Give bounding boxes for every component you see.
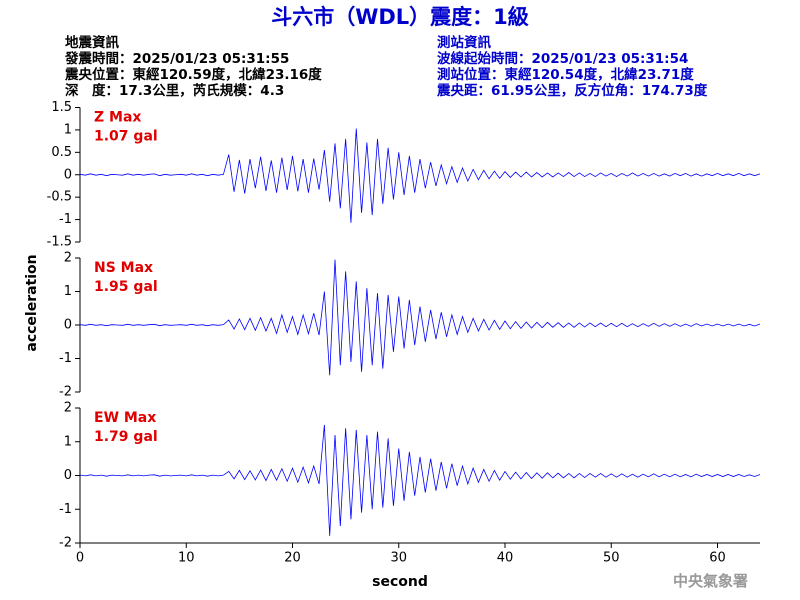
y-tick-label: 0 bbox=[64, 167, 72, 182]
info-left: 深 度：17.3公里，芮氏規模：4.3 bbox=[65, 82, 284, 99]
info-right: 測站位置：東經120.54度，北緯23.71度 bbox=[437, 66, 694, 83]
info-left: 震央位置：東經120.59度，北緯23.16度 bbox=[64, 66, 322, 83]
y-tick-label: 2 bbox=[64, 251, 72, 266]
y-tick-label: -2 bbox=[59, 536, 72, 551]
x-tick-label: 50 bbox=[603, 551, 620, 566]
x-tick-label: 30 bbox=[390, 551, 407, 566]
y-tick-label: 1 bbox=[64, 122, 72, 137]
y-tick-label: -1 bbox=[59, 502, 72, 517]
waveform bbox=[79, 128, 761, 223]
y-tick-label: 1 bbox=[64, 434, 72, 449]
y-tick-label: 0 bbox=[64, 318, 72, 333]
x-tick-label: 40 bbox=[497, 551, 514, 566]
y-axis-label: acceleration bbox=[24, 254, 40, 351]
legend-label: EW Max bbox=[94, 410, 156, 426]
x-tick-label: 10 bbox=[178, 551, 195, 566]
y-tick-label: -1 bbox=[59, 212, 72, 227]
info-right: 測站資訊 bbox=[437, 34, 491, 51]
y-tick-label: 0.5 bbox=[51, 145, 72, 160]
legend-label: NS Max bbox=[94, 260, 153, 276]
footer: 中央氣象署 bbox=[673, 572, 748, 590]
x-tick-label: 0 bbox=[76, 551, 84, 566]
y-tick-label: 0 bbox=[64, 468, 72, 483]
max-annotation: 1.95 gal bbox=[94, 279, 158, 295]
waveform bbox=[79, 259, 761, 376]
y-tick-label: 1 bbox=[64, 284, 72, 299]
x-tick-label: 60 bbox=[709, 551, 726, 566]
y-tick-label: -1 bbox=[59, 351, 72, 366]
x-tick-label: 20 bbox=[284, 551, 301, 566]
info-right: 震央距：61.95公里，反方位角：174.73度 bbox=[436, 82, 708, 99]
legend-label: Z Max bbox=[94, 110, 141, 126]
max-annotation: 1.07 gal bbox=[94, 129, 158, 145]
max-annotation: 1.79 gal bbox=[94, 429, 158, 445]
y-tick-label: 1.5 bbox=[51, 100, 72, 115]
info-left: 發震時間：2025/01/23 05:31:55 bbox=[64, 50, 289, 67]
info-right: 波線起始時間：2025/01/23 05:31:54 bbox=[437, 50, 688, 67]
info-left: 地震資訊 bbox=[65, 34, 119, 51]
y-tick-label: -1.5 bbox=[47, 235, 72, 250]
chart-title: 斗六市（WDL）震度：1級 bbox=[271, 5, 529, 29]
waveform bbox=[79, 424, 761, 536]
y-tick-label: -0.5 bbox=[47, 190, 72, 205]
y-tick-label: -2 bbox=[59, 385, 72, 400]
y-tick-label: 2 bbox=[64, 401, 72, 416]
x-axis-label: second bbox=[372, 574, 428, 590]
